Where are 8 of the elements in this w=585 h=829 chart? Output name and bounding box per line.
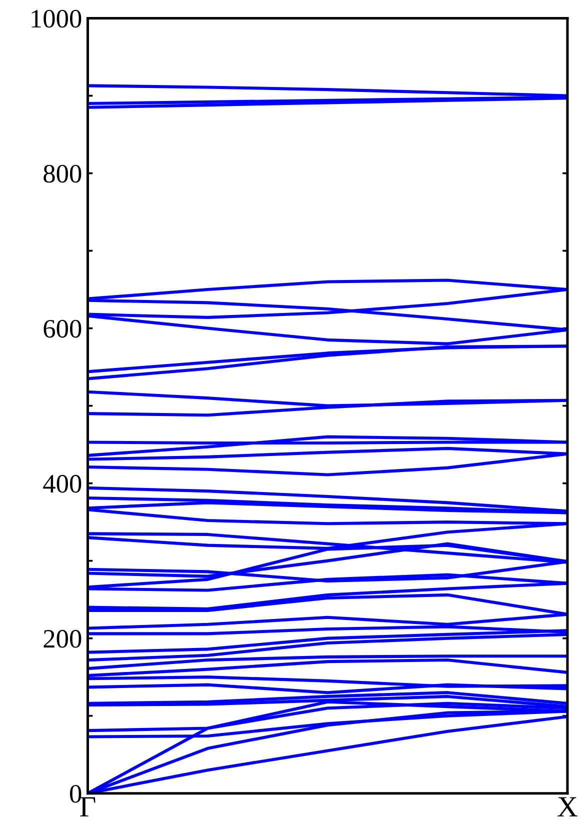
y-tick-label: 800 (44, 164, 82, 183)
y-tick-label: 600 (44, 320, 82, 338)
x-tick-label: X (558, 797, 578, 816)
y-tick-label: 200 (44, 630, 82, 648)
y-tick-label: 400 (43, 474, 82, 493)
x-tick-label: Γ (80, 797, 96, 816)
y-tick-label: 0 (70, 784, 82, 803)
y-tick-label: 1000 (32, 10, 82, 28)
